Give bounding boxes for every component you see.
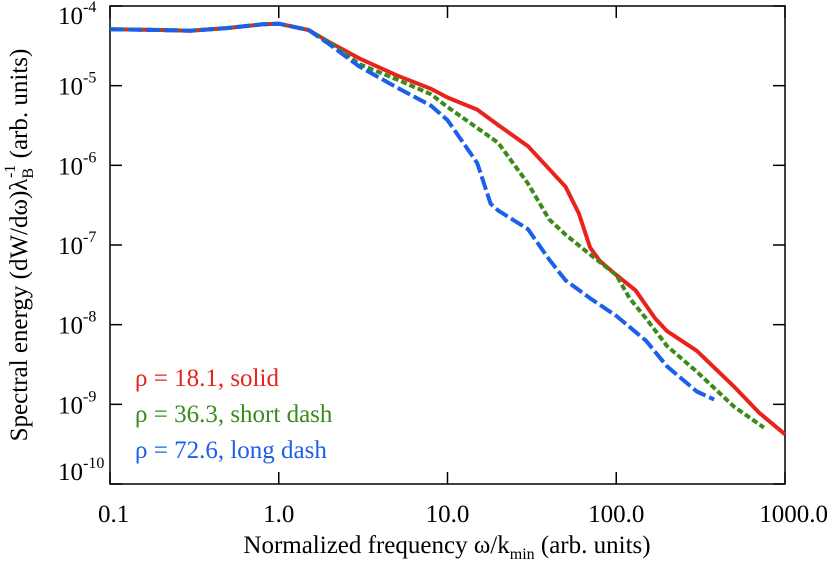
- legend-entry: ρ = 72.6, long dash: [135, 437, 327, 464]
- x-tick-label: 1.0: [263, 501, 294, 528]
- x-axis-title: Normalized frequency ω/kmin (arb. units): [243, 532, 650, 563]
- y-tick-exp: -8: [83, 309, 96, 326]
- x-tick-label: 100.0: [588, 501, 644, 528]
- series-line: [109, 21, 766, 430]
- legend-entry: ρ = 18.1, solid: [135, 365, 279, 392]
- y-tick-base: 10: [58, 74, 83, 101]
- legend-entry: ρ = 36.3, short dash: [135, 401, 333, 428]
- y-tick-base: 10: [58, 459, 83, 486]
- y-tick-base: 10: [58, 313, 83, 340]
- x-tick-label: 10.0: [426, 501, 470, 528]
- y-tick-label: 10-10: [58, 455, 104, 486]
- y-tick-base: 10: [58, 392, 83, 419]
- y-tick-label: 10-6: [58, 149, 96, 180]
- y-tick-exp: -10: [83, 455, 104, 472]
- y-axis-title: Spectral energy (dW/dω)λB-1 (arb. units): [2, 49, 37, 442]
- y-tick-exp: -5: [83, 70, 96, 87]
- y-tick-label: 10-5: [58, 70, 96, 101]
- y-tick-label: 10-7: [58, 229, 96, 260]
- y-tick-base: 10: [58, 3, 83, 30]
- y-tick-label: 10-9: [58, 388, 96, 419]
- y-tick-exp: -7: [83, 229, 96, 246]
- y-tick-base: 10: [58, 233, 83, 260]
- y-tick-exp: -4: [83, 0, 96, 16]
- y-tick-exp: -6: [83, 149, 96, 166]
- series-line: [109, 21, 715, 402]
- x-tick-label: 0.1: [98, 501, 129, 528]
- x-tick-label: 1000.0: [759, 501, 828, 528]
- y-tick-label: 10-4: [58, 0, 96, 30]
- y-tick-label: 10-8: [58, 309, 96, 340]
- y-tick-exp: -9: [83, 388, 96, 405]
- y-tick-base: 10: [58, 153, 83, 180]
